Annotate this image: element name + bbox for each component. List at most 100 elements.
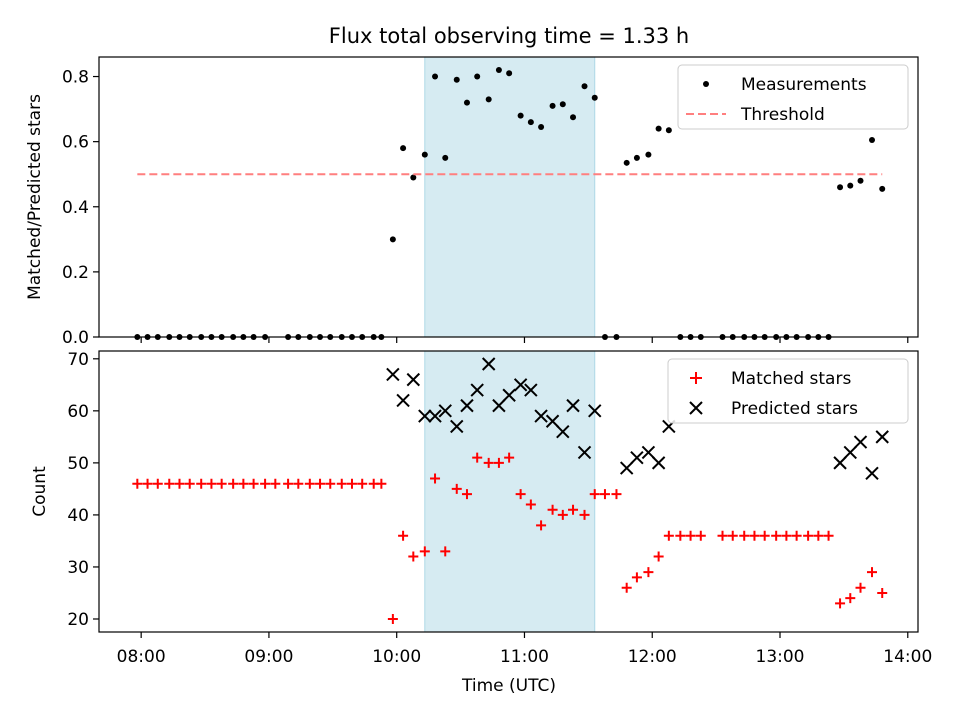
data-point	[867, 567, 878, 578]
y-tick-label: 20	[67, 610, 89, 630]
legend-box	[667, 358, 909, 424]
data-point	[461, 489, 472, 500]
data-point	[853, 435, 868, 449]
data-point	[517, 112, 524, 119]
data-point	[579, 509, 590, 520]
data-point	[538, 124, 545, 130]
data-point	[493, 457, 504, 468]
y-tick-label: 0.0	[62, 328, 89, 348]
y-tick-label: 50	[67, 454, 89, 474]
x-tick-label: 12:00	[628, 647, 677, 667]
data-point	[132, 478, 143, 489]
y-tick-label: 30	[67, 558, 89, 578]
data-point	[440, 546, 451, 557]
data-point	[570, 114, 577, 121]
data-point	[559, 101, 566, 108]
data-point	[389, 236, 396, 243]
data-point	[791, 530, 802, 541]
data-point	[869, 137, 876, 144]
data-point	[418, 409, 432, 423]
data-point	[653, 551, 664, 562]
data-point	[430, 473, 441, 484]
y-tick-label: 0.6	[62, 133, 89, 153]
data-point	[619, 461, 634, 475]
x-tick-label: 11:00	[500, 647, 549, 667]
y-axis-label: Count	[30, 466, 50, 517]
data-point	[492, 398, 506, 413]
data-point	[408, 551, 419, 562]
data-point	[438, 404, 452, 418]
data-point	[472, 452, 483, 463]
data-point	[410, 174, 417, 181]
data-point	[387, 613, 398, 624]
data-point	[545, 414, 560, 428]
data-point	[293, 478, 304, 489]
data-point	[803, 530, 814, 541]
legend-label: Threshold	[740, 105, 825, 125]
axes-frame	[98, 56, 919, 338]
data-point	[228, 478, 239, 489]
data-point	[643, 567, 654, 578]
y-tick-label: 0.8	[62, 68, 89, 88]
data-point	[428, 409, 442, 423]
data-point	[879, 185, 886, 192]
y-tick-label: 0.2	[62, 263, 89, 283]
data-point	[877, 587, 888, 598]
data-point	[557, 509, 568, 520]
data-point	[346, 478, 357, 489]
x-tick-label: 13:00	[756, 647, 805, 667]
series-matched-stars	[132, 452, 888, 624]
observing-window-span	[424, 350, 596, 633]
data-point	[442, 154, 449, 161]
data-point	[759, 530, 770, 541]
data-point	[513, 378, 528, 392]
data-point	[336, 478, 347, 489]
data-point	[524, 383, 538, 397]
data-point	[357, 478, 368, 489]
data-point	[823, 530, 834, 541]
data-point	[142, 478, 153, 489]
data-point	[304, 478, 315, 489]
x-tick-label: 08:00	[117, 647, 166, 667]
observing-window-span	[424, 56, 596, 338]
data-point	[665, 127, 672, 134]
data-point	[611, 489, 622, 500]
data-point	[396, 393, 410, 408]
data-point	[630, 450, 644, 465]
data-point	[216, 478, 227, 489]
data-point	[453, 76, 460, 83]
legend-box	[677, 64, 909, 130]
y-tick-label: 60	[67, 402, 89, 422]
legend-label: Measurements	[741, 75, 867, 95]
data-point	[641, 445, 656, 460]
data-point	[717, 530, 728, 541]
x-axis-label: Time (UTC)	[461, 676, 556, 696]
data-point	[663, 530, 674, 541]
axes-frame	[98, 350, 919, 633]
data-point	[481, 357, 496, 371]
data-point	[206, 478, 217, 489]
data-point	[376, 478, 387, 489]
data-point	[495, 67, 502, 74]
data-point	[421, 151, 428, 158]
data-point	[845, 593, 856, 604]
data-point	[152, 478, 163, 489]
data-point	[645, 151, 652, 158]
top-panel-ratio: 0.0 0.2 0.4 0.6 0.8 Matched/Predicted stars Me…	[25, 56, 919, 348]
data-point	[739, 530, 750, 541]
data-point	[470, 383, 484, 397]
data-point	[270, 478, 281, 489]
data-point	[835, 598, 846, 609]
legend-label: Predicted stars	[731, 399, 858, 419]
data-point	[749, 530, 760, 541]
legend-marker	[690, 372, 702, 384]
data-point	[248, 478, 259, 489]
data-point	[174, 478, 185, 489]
data-point	[483, 457, 494, 468]
series-predicted-stars	[386, 357, 889, 480]
data-point	[547, 504, 558, 515]
y-tick-label: 70	[67, 350, 89, 370]
x-tick-label: 10:00	[372, 647, 421, 667]
bottom-panel-counts: 08:00 09:00 10:00 11:00 12:00 13:00 14:00 20 30 4…	[30, 350, 932, 667]
data-point	[386, 367, 400, 382]
